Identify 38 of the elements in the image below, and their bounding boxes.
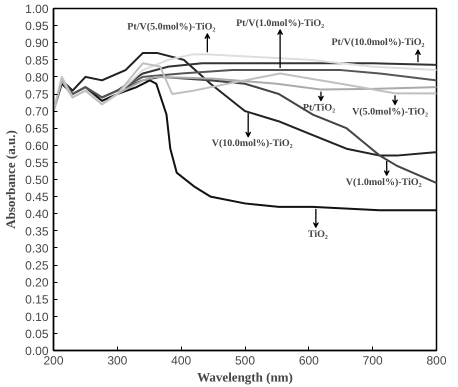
- y-tick-label: 0.35: [25, 224, 49, 238]
- y-tick-label: 0.65: [25, 122, 49, 136]
- y-tick-label: 0.95: [25, 19, 49, 34]
- annotation: Pt/V(10.0mol%)-TiO₂: [331, 37, 425, 48]
- y-tick-label: 0.10: [25, 310, 49, 324]
- y-tick-label: 0.60: [25, 138, 49, 153]
- annotation: Pt/V(5.0mol%)-TiO₂: [127, 21, 216, 32]
- x-tick-label: 600: [298, 354, 320, 368]
- y-tick-label: 0.40: [25, 207, 49, 222]
- y-axis-title: Absorbance (a.u.): [3, 130, 18, 229]
- line-series: [54, 79, 436, 212]
- y-tick-label: 0.45: [25, 190, 49, 204]
- y-tick-label: 0.85: [25, 53, 49, 68]
- y-tick-label: 0.30: [25, 241, 49, 256]
- y-tick-label: 0.50: [25, 173, 49, 187]
- annotation: Pt/V(1.0mol%)-TiO₂: [236, 18, 324, 30]
- y-tick-label: 0.80: [25, 70, 49, 84]
- annotation: TiO₂: [308, 228, 328, 240]
- x-tick-label: 700: [362, 354, 384, 368]
- annotation: V(1.0mol%)-TiO₂: [346, 176, 422, 188]
- y-tick-label: 0.15: [25, 292, 49, 307]
- x-tick-label: 400: [171, 354, 192, 368]
- y-tick-label: 0.05: [25, 326, 49, 341]
- annotation: V(10.0mol%)-TiO₂: [212, 138, 293, 150]
- x-tick-label: 800: [426, 354, 447, 368]
- x-axis-title: Wavelength (nm): [197, 370, 293, 384]
- y-tick-label: 0.25: [25, 258, 49, 272]
- annotation: V(5.0mol%)-TiO₂: [352, 106, 428, 118]
- x-tick-label: 200: [43, 354, 64, 368]
- annotation: Pt/TiO₂: [302, 102, 336, 114]
- x-tick-label: 500: [234, 354, 256, 368]
- y-tick-label: 0.55: [25, 156, 49, 170]
- y-tick-label: 0.70: [25, 104, 49, 119]
- y-tick-label: 0.20: [25, 276, 49, 290]
- y-tick-label: 0.90: [25, 36, 49, 50]
- x-tick-label: 300: [107, 354, 128, 368]
- y-tick-label: 1.00: [25, 2, 49, 16]
- y-tick-label: 0.75: [25, 88, 49, 102]
